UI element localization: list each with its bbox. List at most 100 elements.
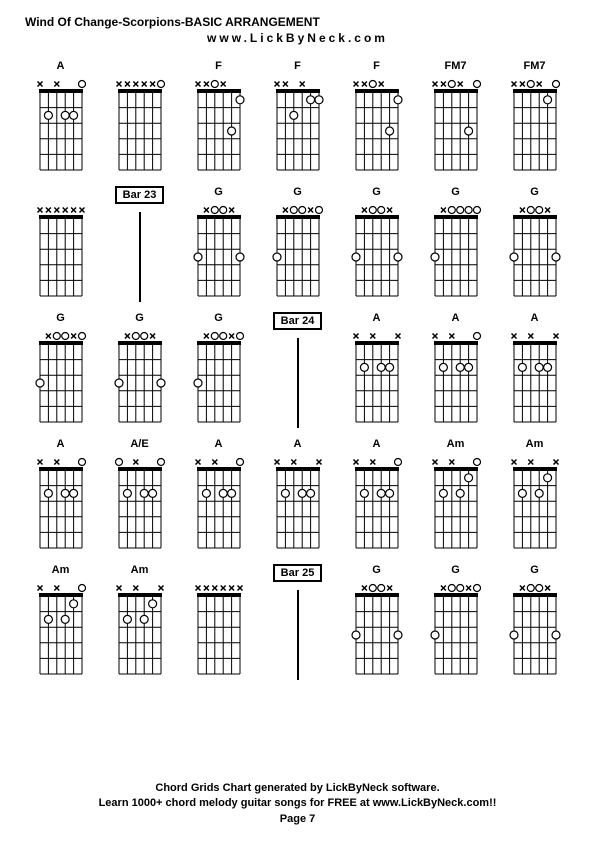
chord-label: G <box>372 564 381 578</box>
chord-diagram <box>346 202 408 302</box>
chord-cell: Am <box>420 438 491 554</box>
chord-label: A <box>294 438 302 452</box>
chord-grid-container: AFFFFM7FM7Bar 23GGGGGGGGBar 24AAAAA/EAAA… <box>25 60 570 680</box>
chord-cell: A <box>25 438 96 554</box>
chord-diagram <box>504 454 566 554</box>
chord-cell: G <box>262 186 333 302</box>
chord-label: G <box>530 564 539 578</box>
chord-label: G <box>56 312 65 326</box>
chord-diagram <box>188 76 250 176</box>
chord-diagram <box>267 76 329 176</box>
chord-cell: F <box>341 60 412 176</box>
chord-diagram <box>425 580 487 680</box>
chord-cell: F <box>183 60 254 176</box>
chord-diagram <box>188 202 250 302</box>
chord-label: A <box>57 60 65 74</box>
chord-label: A <box>531 312 539 326</box>
chord-diagram <box>267 454 329 554</box>
footer: Chord Grids Chart generated by LickByNec… <box>0 781 595 827</box>
chord-cell: G <box>341 564 412 680</box>
chord-cell: A <box>341 438 412 554</box>
chord-diagram <box>425 454 487 554</box>
chord-cell: F <box>262 60 333 176</box>
chord-diagram <box>30 328 92 428</box>
chord-label: A <box>373 312 381 326</box>
chord-label: FM7 <box>445 60 467 74</box>
chord-diagram <box>425 328 487 428</box>
bar-marker-cell: Bar 23 <box>104 186 175 302</box>
bar-marker-cell: Bar 24 <box>262 312 333 428</box>
chord-cell: FM7 <box>420 60 491 176</box>
chord-diagram <box>346 328 408 428</box>
bar-label: Bar 25 <box>273 564 323 582</box>
chord-label: Am <box>526 438 544 452</box>
chord-cell: A/E <box>104 438 175 554</box>
chord-cell: G <box>183 312 254 428</box>
chord-label: G <box>530 186 539 200</box>
chord-diagram <box>425 202 487 302</box>
chord-label: A <box>57 438 65 452</box>
chord-diagram <box>504 328 566 428</box>
chord-diagram <box>267 202 329 302</box>
page-title: Wind Of Change-Scorpions-BASIC ARRANGEME… <box>25 15 570 29</box>
footer-line-1: Chord Grids Chart generated by LickByNec… <box>0 781 595 796</box>
header: Wind Of Change-Scorpions-BASIC ARRANGEME… <box>25 15 570 45</box>
chord-label: G <box>214 186 223 200</box>
chord-label: G <box>135 312 144 326</box>
chord-cell <box>104 60 175 176</box>
chord-label: F <box>215 60 222 74</box>
chord-cell: G <box>499 186 570 302</box>
footer-line-2: Learn 1000+ chord melody guitar songs fo… <box>0 796 595 811</box>
chord-label: F <box>373 60 380 74</box>
chord-diagram <box>188 454 250 554</box>
chord-cell: A <box>341 312 412 428</box>
chord-cell: Am <box>499 438 570 554</box>
chord-diagram <box>109 328 171 428</box>
chord-cell: FM7 <box>499 60 570 176</box>
chord-diagram <box>425 76 487 176</box>
chord-cell: A <box>183 438 254 554</box>
chord-diagram <box>346 76 408 176</box>
chord-cell: G <box>104 312 175 428</box>
chord-cell: A <box>262 438 333 554</box>
footer-line-3: Page 7 <box>0 812 595 827</box>
chord-label: A <box>373 438 381 452</box>
chord-diagram <box>504 580 566 680</box>
chord-label: G <box>451 564 460 578</box>
chord-diagram <box>346 580 408 680</box>
chord-label: A <box>452 312 460 326</box>
chord-diagram <box>109 76 171 176</box>
chord-cell: G <box>183 186 254 302</box>
chord-diagram <box>346 454 408 554</box>
chord-label: Am <box>131 564 149 578</box>
chord-label: G <box>372 186 381 200</box>
chord-diagram <box>109 454 171 554</box>
chord-cell: A <box>499 312 570 428</box>
bar-line <box>297 590 299 680</box>
chord-label: G <box>293 186 302 200</box>
page-subtitle: www.LickByNeck.com <box>25 31 570 45</box>
chord-label: G <box>214 312 223 326</box>
chord-cell: G <box>341 186 412 302</box>
chord-label: G <box>451 186 460 200</box>
chord-diagram <box>504 202 566 302</box>
chord-cell: A <box>25 60 96 176</box>
chord-cell: Am <box>25 564 96 680</box>
chord-cell: G <box>420 186 491 302</box>
bar-marker-cell: Bar 25 <box>262 564 333 680</box>
bar-line <box>297 338 299 428</box>
chord-diagram <box>504 76 566 176</box>
chord-label: F <box>294 60 301 74</box>
chord-label: Am <box>52 564 70 578</box>
chord-diagram <box>30 76 92 176</box>
chord-cell: G <box>25 312 96 428</box>
chord-label: FM7 <box>524 60 546 74</box>
bar-line <box>139 212 141 302</box>
chord-cell: A <box>420 312 491 428</box>
chord-cell: G <box>499 564 570 680</box>
chord-diagram <box>30 202 92 302</box>
bar-label: Bar 23 <box>115 186 165 204</box>
chord-diagram <box>30 454 92 554</box>
chord-cell: Am <box>104 564 175 680</box>
chord-diagram <box>109 580 171 680</box>
